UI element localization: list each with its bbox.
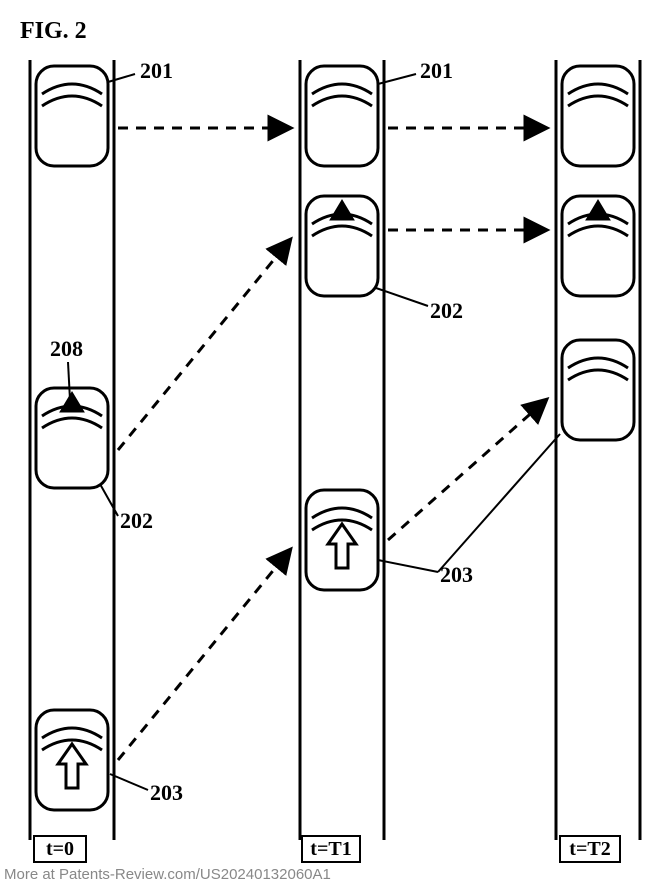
car-c1_t0 — [36, 66, 108, 166]
time-label: t=0 — [33, 835, 87, 863]
ref-label-201: 201 — [140, 58, 173, 84]
car-c3_t2 — [562, 340, 634, 440]
figure-title: FIG. 2 — [20, 18, 87, 45]
time-label: t=T2 — [559, 835, 621, 863]
ref-label-208: 208 — [50, 336, 83, 362]
car-c3_t0 — [36, 710, 108, 810]
car-c2_t0 — [36, 388, 108, 488]
lanes-group — [30, 60, 640, 840]
car-c2_t1 — [306, 196, 378, 296]
patent-diagram — [0, 0, 656, 888]
ref-label-203: 203 — [440, 562, 473, 588]
watermark-text: More at Patents-Review.com/US20240132060… — [4, 866, 331, 883]
car-c1_t2 — [562, 66, 634, 166]
ref-label-202: 202 — [430, 298, 463, 324]
time-label: t=T1 — [301, 835, 361, 863]
ref-label-203: 203 — [150, 780, 183, 806]
ref-label-202: 202 — [120, 508, 153, 534]
car-c2_t2 — [562, 196, 634, 296]
leader-lines-group — [68, 74, 560, 790]
ref-label-201: 201 — [420, 58, 453, 84]
car-c1_t1 — [306, 66, 378, 166]
cars-group — [36, 66, 634, 810]
car-c3_t1 — [306, 490, 378, 590]
